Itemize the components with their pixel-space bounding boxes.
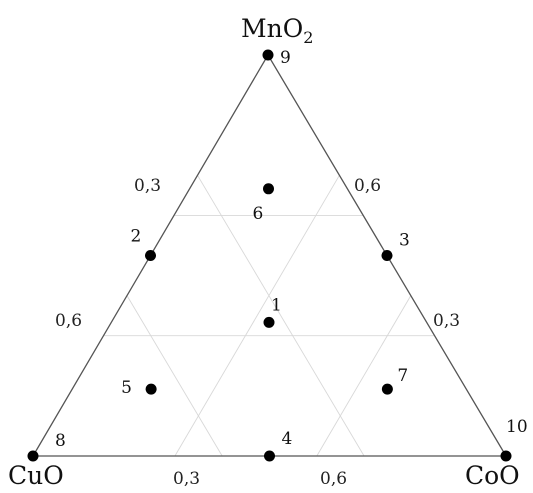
point-label-4: 4 <box>282 429 293 449</box>
point-label-2: 2 <box>131 227 142 247</box>
data-point-10 <box>500 450 512 462</box>
point-label-9: 9 <box>280 48 291 68</box>
point-label-7: 7 <box>397 366 408 386</box>
tick-bottom-0-6: 0,6 <box>320 469 347 489</box>
grid-line <box>316 295 412 457</box>
tick-left-0-6: 0,6 <box>55 311 82 331</box>
point-label-8: 8 <box>55 431 66 451</box>
vertex-label-right: CoO <box>465 461 520 490</box>
data-point-5 <box>145 383 157 395</box>
grid-line <box>197 175 365 457</box>
point-label-5: 5 <box>121 378 132 398</box>
point-label-10: 10 <box>506 417 528 437</box>
data-point-7 <box>381 383 393 395</box>
data-point-6 <box>263 183 275 195</box>
tick-right-0-3: 0,3 <box>433 311 460 331</box>
data-point-8 <box>27 450 39 462</box>
grid-line <box>126 295 223 457</box>
tick-right-0-6: 0,6 <box>354 176 381 196</box>
data-point-3 <box>381 250 393 261</box>
tick-bottom-0-3: 0,3 <box>173 469 200 489</box>
tick-left-0-3: 0,3 <box>134 176 161 196</box>
point-label-1: 1 <box>271 295 282 315</box>
point-label-3: 3 <box>399 231 410 251</box>
point-label-6: 6 <box>253 204 264 224</box>
vertex-label-left: CuO <box>8 461 64 490</box>
triangle-frame <box>31 53 508 457</box>
grid-lines <box>103 175 435 457</box>
grid-line <box>174 175 340 457</box>
data-point-2 <box>145 250 156 261</box>
data-point-1 <box>263 316 275 328</box>
data-point-9 <box>262 49 274 61</box>
vertex-label-top: MnO2 <box>241 14 313 47</box>
data-points: 1 2 3 4 5 6 7 8 9 10 <box>27 48 528 462</box>
data-point-4 <box>264 450 275 462</box>
